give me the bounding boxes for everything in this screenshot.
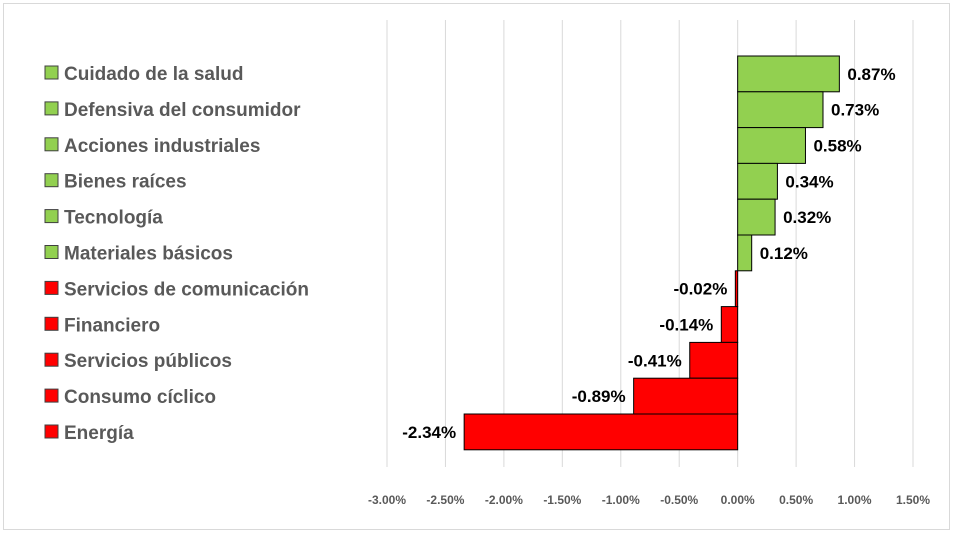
data-label: -0.89%	[572, 387, 626, 406]
x-tick-label: -0.50%	[660, 493, 698, 507]
legend-swatch	[44, 209, 59, 224]
legend-swatch	[44, 173, 59, 188]
value-labels: 0.87% 0.73% 0.58% 0.34% 0.32% 0.12% -0.02% -0.1…	[402, 65, 895, 442]
x-tick-label: -2.00%	[485, 493, 523, 507]
bar	[737, 127, 806, 164]
category-label: Financiero	[64, 315, 160, 336]
category-label: Bienes raíces	[64, 172, 187, 193]
x-tick-label: -1.00%	[602, 493, 640, 507]
bar	[633, 377, 739, 415]
x-axis-ticks: -3.00% -2.50% -2.00% -1.50% -1.00% -0.50% 0.00…	[368, 493, 930, 507]
category-label: Energía	[64, 423, 134, 444]
data-label: 0.32%	[783, 208, 831, 227]
data-label: 0.58%	[813, 137, 861, 156]
x-tick-label: 1.50%	[896, 493, 930, 507]
bar	[689, 341, 739, 379]
x-tick-label: 0.00%	[721, 493, 755, 507]
category-label: Materiales básicos	[64, 244, 233, 265]
data-label: -0.41%	[628, 351, 682, 370]
legend-swatch	[44, 424, 59, 439]
category-label: Acciones industriales	[64, 136, 260, 157]
x-tick-label: -3.00%	[368, 493, 406, 507]
x-tick-label: -2.50%	[426, 493, 464, 507]
category-label: Servicios públicos	[64, 351, 232, 372]
data-label: 0.87%	[847, 65, 895, 84]
data-label: 0.12%	[760, 244, 808, 263]
data-label: 0.73%	[831, 101, 879, 120]
bars	[463, 55, 840, 451]
data-label: 0.34%	[785, 172, 833, 191]
bar	[734, 270, 739, 308]
legend-swatch	[44, 137, 59, 152]
bar	[737, 91, 824, 129]
bar	[737, 234, 753, 272]
bar	[720, 306, 739, 343]
category-label: Defensiva del consumidor	[64, 100, 301, 121]
data-label: -0.14%	[659, 316, 713, 335]
legend-swatch	[44, 280, 59, 295]
category-label: Cuidado de la salud	[64, 64, 243, 85]
legend-swatch	[44, 245, 59, 259]
x-tick-label: -1.50%	[543, 493, 581, 507]
bar	[737, 198, 776, 236]
x-tick-label: 0.50%	[779, 493, 813, 507]
legend: Cuidado de la salud Defensiva del consumi…	[44, 64, 309, 444]
bar	[737, 55, 840, 93]
data-label: -0.02%	[673, 280, 727, 299]
legend-swatch	[44, 388, 59, 403]
x-tick-label: 1.00%	[838, 493, 872, 507]
legend-swatch	[44, 352, 59, 367]
data-label: -2.34%	[402, 423, 456, 442]
category-label: Tecnología	[64, 208, 163, 229]
bar	[737, 162, 778, 200]
category-label: Servicios de comunicación	[64, 279, 309, 300]
legend-swatch	[44, 101, 59, 116]
legend-swatch	[44, 65, 59, 80]
legend-swatch	[44, 316, 59, 331]
category-label: Consumo cíclico	[64, 387, 216, 408]
bar	[463, 413, 739, 451]
